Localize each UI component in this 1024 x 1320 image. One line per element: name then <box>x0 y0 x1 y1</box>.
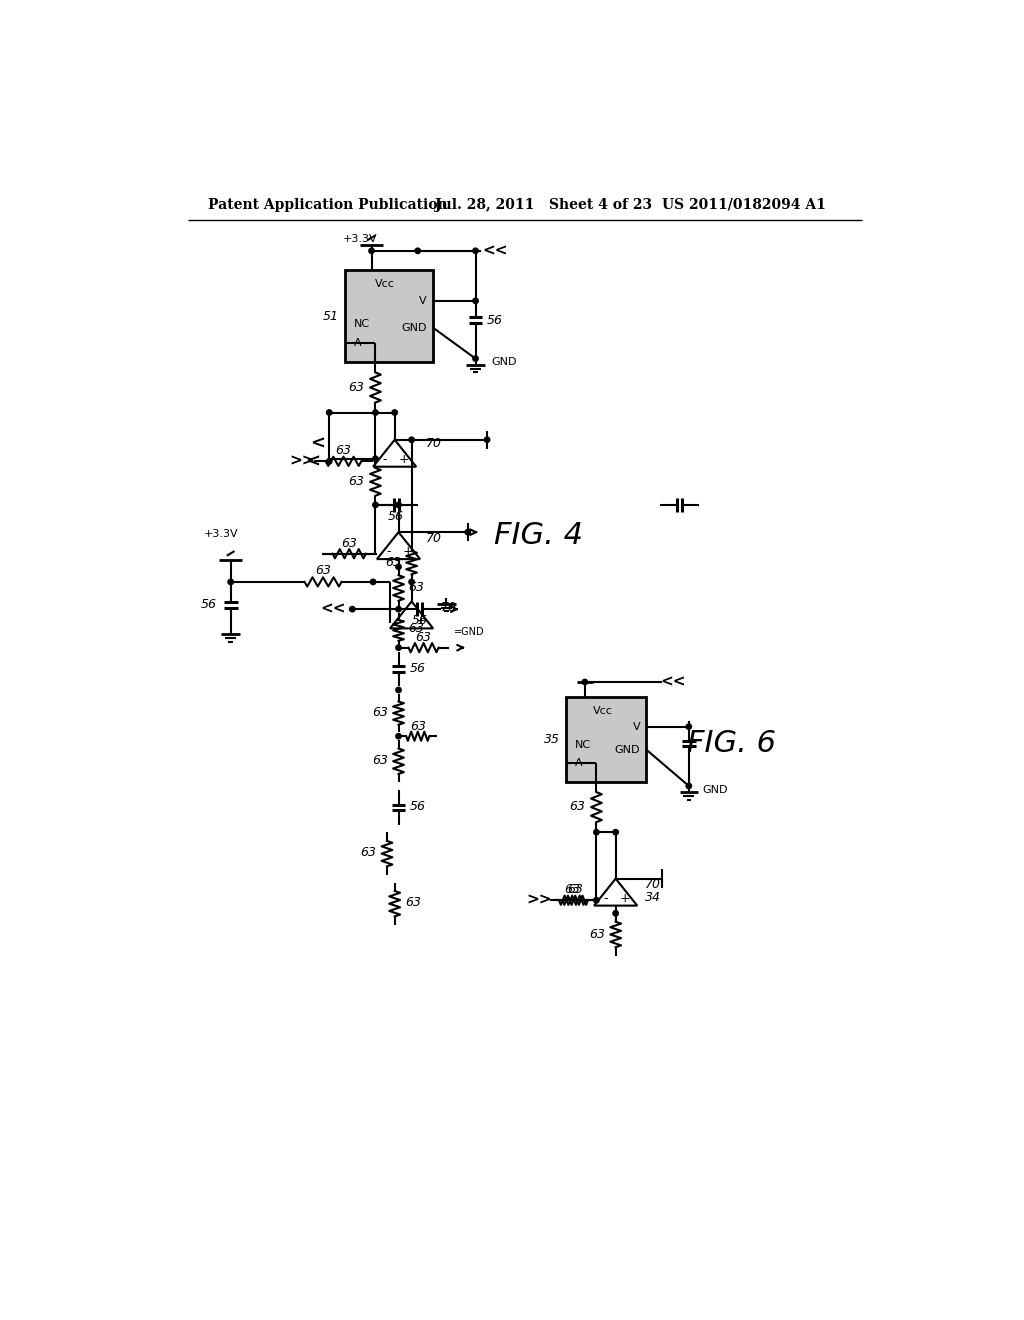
Text: 63: 63 <box>408 622 424 635</box>
Text: <: < <box>310 434 326 453</box>
Text: Vcc: Vcc <box>375 279 394 289</box>
Circle shape <box>583 680 588 685</box>
Circle shape <box>396 688 401 693</box>
Circle shape <box>396 502 401 508</box>
Text: 35: 35 <box>544 733 560 746</box>
Text: 63: 63 <box>589 928 605 941</box>
Text: GND: GND <box>401 323 427 333</box>
Circle shape <box>686 783 691 788</box>
Text: 56: 56 <box>410 800 426 813</box>
Text: 63: 63 <box>335 444 351 457</box>
Text: 34: 34 <box>645 891 660 904</box>
Circle shape <box>396 606 401 612</box>
Text: <<: << <box>482 243 508 259</box>
Text: 63: 63 <box>415 631 431 644</box>
Circle shape <box>686 723 691 730</box>
Text: 63: 63 <box>408 581 424 594</box>
Text: <: < <box>305 453 319 470</box>
Text: 63: 63 <box>410 719 426 733</box>
Circle shape <box>228 579 233 585</box>
Circle shape <box>409 579 415 585</box>
Circle shape <box>373 409 378 416</box>
Text: FIG. 6: FIG. 6 <box>687 729 775 758</box>
Text: 63: 63 <box>360 846 376 859</box>
Circle shape <box>465 529 470 535</box>
Text: 51: 51 <box>323 310 339 323</box>
Text: GND: GND <box>702 785 728 795</box>
Text: FIG. 4: FIG. 4 <box>495 521 583 550</box>
Text: +: + <box>402 545 414 558</box>
Text: US 2011/0182094 A1: US 2011/0182094 A1 <box>662 198 825 211</box>
Text: 63: 63 <box>406 896 422 909</box>
Text: NC: NC <box>574 741 591 750</box>
Circle shape <box>415 248 421 253</box>
Text: 63: 63 <box>372 754 388 767</box>
Text: <<: << <box>660 675 686 689</box>
Circle shape <box>396 564 401 569</box>
Circle shape <box>409 437 415 442</box>
Text: V: V <box>633 722 640 731</box>
Circle shape <box>473 298 478 304</box>
Text: 70: 70 <box>441 601 457 614</box>
Text: Jul. 28, 2011   Sheet 4 of 23: Jul. 28, 2011 Sheet 4 of 23 <box>435 198 652 211</box>
Circle shape <box>373 455 378 462</box>
Text: 63: 63 <box>567 883 584 896</box>
Text: +: + <box>399 453 410 466</box>
Circle shape <box>613 829 618 834</box>
Text: A: A <box>574 758 583 768</box>
Text: 63: 63 <box>348 380 365 393</box>
Text: V: V <box>420 296 427 306</box>
Text: >>: >> <box>526 892 551 908</box>
Text: 70: 70 <box>425 532 441 545</box>
Circle shape <box>473 248 478 253</box>
Circle shape <box>473 356 478 362</box>
Bar <box>565 697 646 781</box>
Text: 56: 56 <box>201 598 217 611</box>
Text: 63: 63 <box>564 883 580 896</box>
Text: +3.3V: +3.3V <box>342 234 377 244</box>
Bar <box>345 271 433 363</box>
Text: 63: 63 <box>348 475 365 488</box>
Text: 63: 63 <box>372 706 388 719</box>
Text: =GND: =GND <box>454 627 484 638</box>
Text: >>: >> <box>290 454 315 469</box>
Text: Patent Application Publication: Patent Application Publication <box>208 198 447 211</box>
Circle shape <box>371 579 376 585</box>
Circle shape <box>327 409 332 416</box>
Text: 63: 63 <box>315 564 331 577</box>
Circle shape <box>369 248 374 253</box>
Text: 56: 56 <box>487 314 503 326</box>
Text: Vcc: Vcc <box>593 706 613 717</box>
Circle shape <box>327 458 332 465</box>
Text: 63: 63 <box>569 800 586 813</box>
Text: GND: GND <box>490 358 516 367</box>
Text: 56: 56 <box>410 661 426 675</box>
Text: A: A <box>354 338 361 348</box>
Text: NC: NC <box>354 319 370 329</box>
Text: -: - <box>387 545 391 558</box>
Text: 63: 63 <box>341 537 357 550</box>
Text: 70: 70 <box>645 878 660 891</box>
Circle shape <box>484 437 489 442</box>
Text: -: - <box>604 891 608 904</box>
Text: GND: GND <box>614 744 640 755</box>
Text: 56: 56 <box>412 614 427 627</box>
Text: +: + <box>416 614 427 627</box>
Text: 63: 63 <box>385 556 400 569</box>
Text: -: - <box>399 614 404 627</box>
Circle shape <box>594 829 599 834</box>
Text: 70: 70 <box>425 437 441 450</box>
Circle shape <box>349 606 355 612</box>
Circle shape <box>613 911 618 916</box>
Circle shape <box>396 645 401 651</box>
Text: -: - <box>383 453 387 466</box>
Text: +3.3V: +3.3V <box>204 529 239 539</box>
Circle shape <box>373 502 378 508</box>
Text: +: + <box>621 891 631 904</box>
Circle shape <box>594 898 599 903</box>
Circle shape <box>396 734 401 739</box>
Circle shape <box>392 409 397 416</box>
Text: 56: 56 <box>388 510 404 523</box>
Text: <<: << <box>321 602 346 616</box>
